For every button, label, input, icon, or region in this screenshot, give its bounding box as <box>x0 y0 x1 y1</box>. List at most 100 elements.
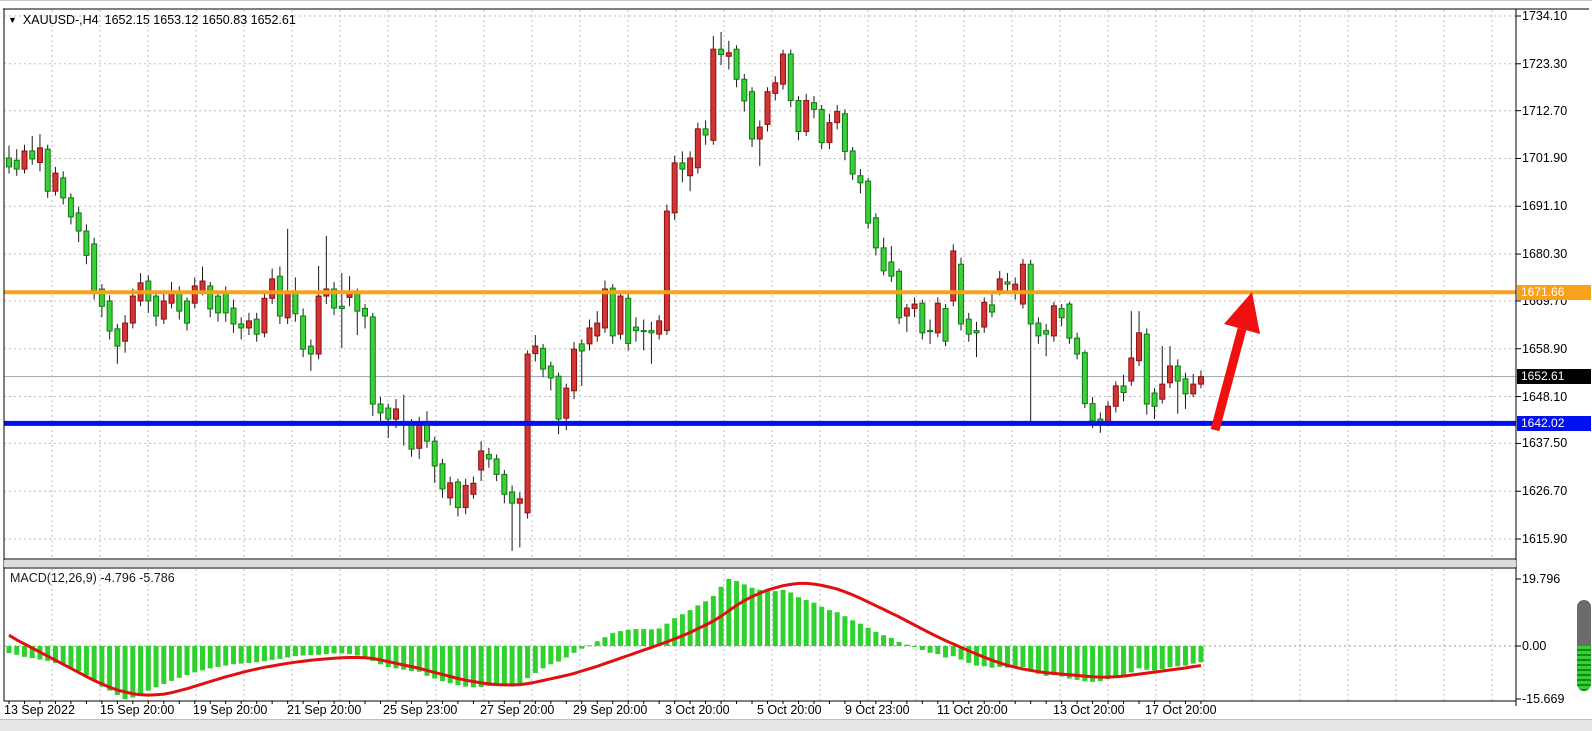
macd-histogram-bar <box>6 646 12 654</box>
candle <box>462 484 469 509</box>
candle <box>362 307 369 317</box>
macd-histogram-bar <box>99 646 105 687</box>
macd-histogram-bar <box>873 631 879 646</box>
candle <box>253 318 260 335</box>
macd-histogram-bar <box>347 646 353 655</box>
macd-histogram-bar <box>757 589 763 646</box>
macd-histogram-bar <box>14 646 20 655</box>
candle <box>601 288 608 329</box>
candle <box>153 295 160 317</box>
candle <box>532 345 539 355</box>
candle <box>1074 337 1081 355</box>
macd-histogram-bar <box>339 646 345 654</box>
macd-histogram-bar <box>285 646 291 658</box>
candle <box>6 157 12 168</box>
macd-histogram-bar <box>865 627 871 646</box>
candle <box>1151 392 1158 407</box>
pane-separator[interactable] <box>4 560 1516 567</box>
candle <box>911 303 918 309</box>
candle <box>1066 303 1073 339</box>
macd-histogram-bar <box>455 646 461 686</box>
macd-histogram-bar <box>223 646 229 666</box>
candle <box>1081 352 1088 405</box>
candle <box>1035 322 1042 337</box>
macd-histogram-bar <box>656 628 662 646</box>
candle <box>1043 330 1050 335</box>
candle <box>1019 263 1026 305</box>
macd-histogram-bar <box>1020 646 1026 667</box>
time-label: 9 Oct 23:00 <box>845 703 910 717</box>
macd-histogram-bar <box>424 646 430 676</box>
macd-histogram-bar <box>780 589 786 646</box>
macd-histogram-bar <box>741 584 747 646</box>
macd-histogram-bar <box>525 646 531 679</box>
candle <box>679 162 686 170</box>
macd-histogram-bar <box>200 646 205 671</box>
candle <box>965 318 972 335</box>
macd-histogram-bar <box>641 629 647 646</box>
macd-histogram-bar <box>385 646 391 667</box>
macd-histogram-bar <box>1198 646 1204 663</box>
candle <box>501 473 508 495</box>
macd-histogram-bar <box>857 623 863 646</box>
macd-histogram-bar <box>912 646 918 647</box>
candle <box>741 78 748 102</box>
candle <box>756 126 763 140</box>
candle <box>903 307 910 317</box>
candle <box>393 408 399 420</box>
candle <box>849 150 856 175</box>
candle <box>207 285 214 310</box>
candle <box>44 148 51 192</box>
macd-histogram-bar <box>401 646 407 670</box>
macd-histogram-bar <box>579 646 585 649</box>
macd-histogram-bar <box>130 646 136 698</box>
macd-histogram-bar <box>517 646 523 685</box>
macd-histogram-bar <box>788 592 794 646</box>
candle <box>516 498 523 504</box>
macd-histogram-bar <box>470 646 476 688</box>
chart-dropdown-icon[interactable]: ▼ <box>8 14 17 25</box>
price-tag: 1642.02 <box>1517 415 1591 431</box>
candle <box>52 172 59 192</box>
macd-histogram-bar <box>269 646 275 660</box>
macd-tick-label: -15.669 <box>1522 692 1565 707</box>
macd-histogram-bar <box>749 587 755 646</box>
candle <box>60 177 67 199</box>
candle <box>1112 385 1119 407</box>
macd-histogram-bar <box>447 646 453 684</box>
macd-histogram-bar <box>21 646 27 657</box>
macd-values: -4.796 -5.786 <box>100 571 175 585</box>
macd-tick-label: 0.00 <box>1522 639 1547 653</box>
candle <box>671 162 678 214</box>
candle <box>1182 378 1189 395</box>
candle <box>1120 385 1127 394</box>
macd-histogram-bar <box>238 646 244 664</box>
macd-histogram-bar <box>60 646 66 665</box>
candle <box>485 453 492 460</box>
macd-histogram-bar <box>1182 646 1188 666</box>
candle <box>896 270 903 319</box>
candle <box>1058 307 1065 319</box>
macd-histogram-bar <box>362 646 368 658</box>
macd-histogram-bar <box>935 646 941 655</box>
candle <box>617 295 624 335</box>
macd-histogram-bar <box>161 646 167 684</box>
scroll-indicator[interactable] <box>1577 600 1591 691</box>
macd-tick-label: 19.796 <box>1522 571 1561 586</box>
trend-arrow-head[interactable] <box>1224 292 1260 334</box>
macd-signal-line <box>8 581 1202 697</box>
macd-histogram-bar <box>76 646 82 672</box>
macd-histogram-bar <box>254 646 260 663</box>
candle <box>447 482 454 499</box>
candle <box>1089 403 1096 422</box>
trend-arrow-shaft[interactable] <box>1210 327 1247 432</box>
macd-histogram-bar <box>648 629 654 646</box>
macd-histogram-bar <box>246 646 252 663</box>
macd-histogram-bar <box>1074 646 1080 680</box>
candle <box>431 440 438 467</box>
macd-histogram-bar <box>587 645 592 647</box>
time-label: 19 Sep 20:00 <box>193 703 268 717</box>
macd-indicator-label: MACD(12,26,9) -4.796 -5.786 <box>10 571 175 585</box>
candle <box>160 300 167 320</box>
